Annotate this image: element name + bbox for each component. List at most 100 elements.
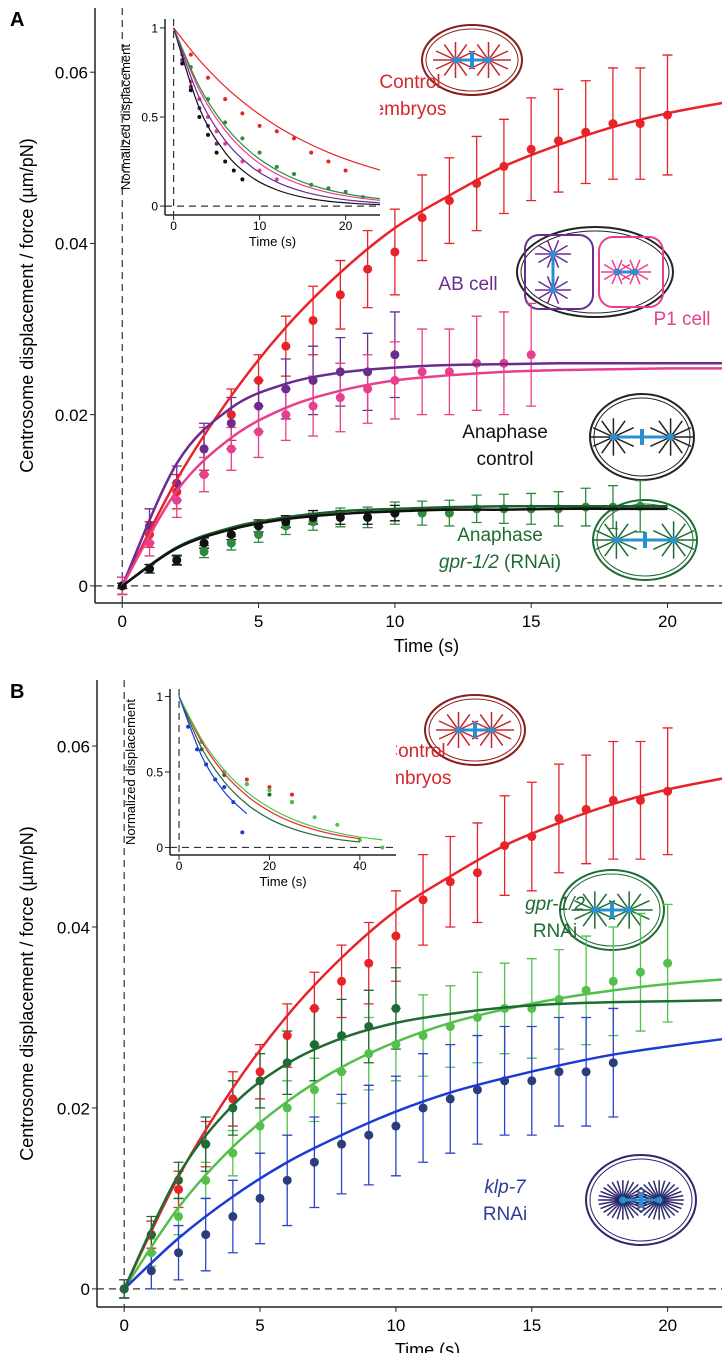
data-point (267, 788, 272, 793)
fit-line (173, 27, 381, 201)
inset-background (170, 689, 396, 855)
fit-line (121, 507, 668, 587)
data-point (309, 1040, 319, 1050)
data-point (282, 1031, 292, 1041)
microtubule (595, 539, 617, 551)
data-point (223, 120, 228, 125)
data-point (391, 1003, 401, 1013)
annotation: gpr-1/2 (525, 894, 585, 915)
data-point (199, 444, 209, 454)
annotation: P1 cell (653, 309, 710, 330)
microtubule (606, 1199, 624, 1217)
microtubule (673, 529, 695, 541)
data-point (199, 470, 209, 480)
microtubule (658, 1183, 676, 1201)
microtubule (616, 529, 637, 541)
data-point (292, 172, 296, 177)
data-point (254, 427, 264, 437)
x-tick-label: 0 (118, 612, 127, 631)
data-point (172, 495, 182, 505)
x-tick-label: 20 (339, 219, 353, 233)
cell-cortex (563, 873, 661, 947)
cell-cartoon (516, 226, 674, 318)
y-axis-label: Centrosome displacement / force (µm/pN) (17, 826, 37, 1161)
data-point (267, 785, 272, 790)
data-point (418, 895, 428, 905)
annotation: Anaphase (457, 525, 543, 546)
x-axis-label: Time (s) (394, 636, 459, 656)
fit-line (173, 27, 381, 206)
data-point (308, 315, 318, 325)
microtubule (658, 1199, 676, 1217)
data-point (335, 290, 345, 300)
x-tick-label: 20 (658, 1316, 677, 1335)
panel-letter: B (10, 681, 24, 703)
annotation-text: Anaphase (462, 422, 548, 443)
data-point (292, 136, 296, 141)
data-point (267, 792, 272, 797)
data-point (226, 538, 236, 548)
data-point (206, 75, 210, 80)
microtubule (639, 1187, 660, 1201)
microtubule (659, 1194, 684, 1201)
fit-line (173, 27, 381, 171)
cell-ab (524, 234, 594, 310)
fit-line (121, 504, 668, 587)
microtubule (628, 909, 650, 921)
annotation-text: (RNAi) (499, 552, 561, 573)
data-point (581, 1067, 591, 1077)
data-point (281, 341, 291, 351)
x-tick-label: 10 (386, 1316, 405, 1335)
annotation: RNAi (533, 921, 577, 942)
annotation-text: P1 cell (653, 309, 710, 330)
annotation-text: Control (379, 72, 440, 93)
microtubule (438, 729, 459, 740)
x-axis-label: Time (s) (249, 234, 296, 249)
data-point (226, 418, 236, 428)
inset-background (165, 19, 380, 215)
microtubule (574, 909, 596, 921)
x-tick-label: 5 (254, 612, 263, 631)
microtubule (613, 426, 634, 438)
cell-cartoon (592, 499, 698, 581)
microtubule (603, 1187, 624, 1201)
x-tick-label: 0 (119, 1316, 128, 1335)
cell-cartoon (559, 869, 665, 951)
annotation: gpr-1/2 (RNAi) (439, 552, 561, 573)
data-point (228, 1094, 238, 1104)
microtubule (491, 729, 512, 740)
data-point (663, 958, 673, 968)
fit-line (178, 696, 360, 843)
data-point (309, 150, 314, 155)
microtubule (592, 426, 614, 438)
microtubule (650, 436, 671, 448)
annotation: Control (384, 741, 445, 762)
microtubule (658, 1187, 679, 1201)
y-axis-label: Normalized displacement (123, 699, 138, 845)
microtubule (603, 1199, 624, 1213)
data-point (240, 177, 245, 182)
fit-line (123, 999, 723, 1290)
fit-line (173, 27, 381, 204)
fit-line (121, 367, 723, 587)
data-point (228, 1103, 238, 1113)
y-axis-label: Centrosome displacement / force (µm/pN) (17, 138, 37, 473)
cell-outline (516, 226, 674, 318)
microtubule (622, 1187, 643, 1201)
data-point (417, 367, 427, 377)
data-point (337, 1139, 347, 1149)
data-point (223, 159, 228, 164)
x-axis-label: Time (s) (395, 1340, 460, 1353)
data-point (146, 1266, 156, 1276)
annotation: Anaphase (462, 422, 548, 443)
microtubule (653, 539, 674, 551)
x-tick-label: 20 (263, 859, 277, 873)
data-point (188, 88, 193, 93)
cell-cartoon (585, 1154, 697, 1246)
data-point (309, 1003, 319, 1013)
microtubule (643, 1183, 660, 1201)
data-point (390, 247, 400, 257)
data-point (226, 410, 236, 420)
